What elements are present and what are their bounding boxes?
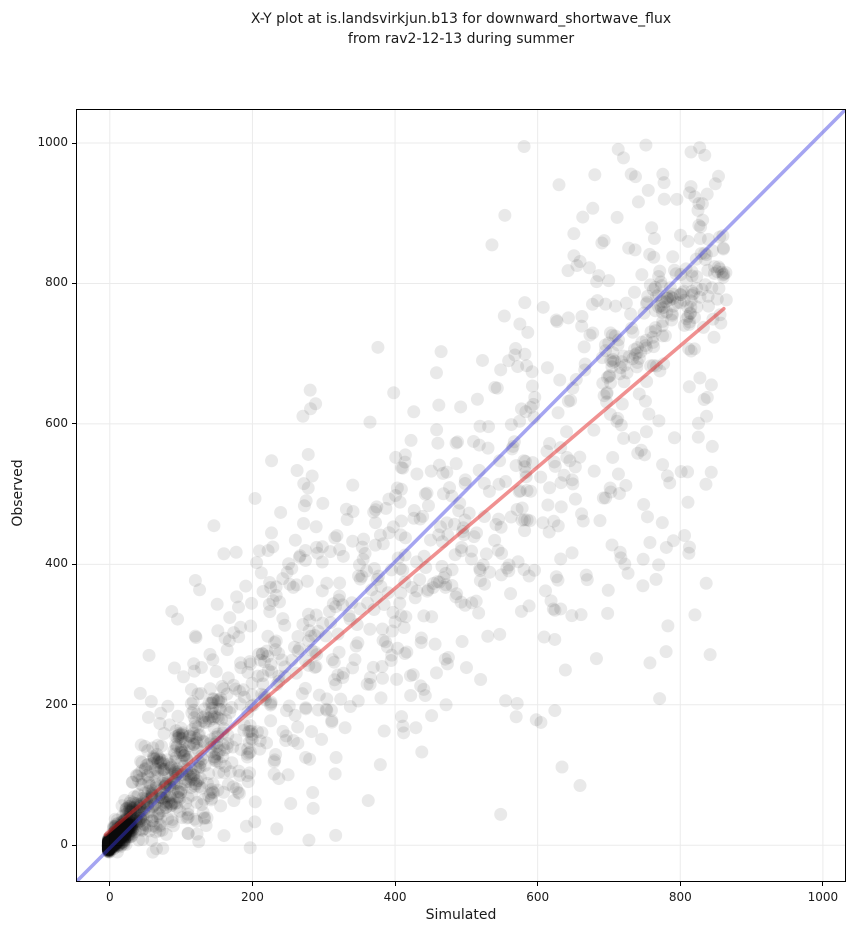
y-tick-mark bbox=[72, 844, 76, 846]
x-tick-mark bbox=[822, 882, 824, 886]
y-axis-label: Observed bbox=[10, 459, 26, 527]
x-tick-label: 600 bbox=[526, 890, 550, 904]
x-tick-label: 1000 bbox=[807, 890, 839, 904]
y-tick-label: 1000 bbox=[37, 135, 68, 149]
x-tick-label: 400 bbox=[383, 890, 407, 904]
x-axis-label: Simulated bbox=[425, 907, 497, 923]
y-tick-label: 400 bbox=[45, 556, 68, 571]
y-tick-mark bbox=[72, 282, 76, 284]
x-tick-label: 0 bbox=[105, 890, 114, 904]
y-tick-mark bbox=[72, 704, 76, 706]
y-tick-mark bbox=[72, 142, 76, 144]
chart-title: X-Y plot at is.landsvirkjun.b13 for down… bbox=[250, 11, 672, 47]
y-tick-label: 0 bbox=[60, 837, 68, 852]
y-tick-label: 800 bbox=[45, 275, 68, 290]
scatter-canvas bbox=[77, 110, 845, 881]
x-tick-mark bbox=[251, 882, 253, 886]
y-tick-label: 600 bbox=[45, 415, 68, 430]
y-tick-mark bbox=[72, 423, 76, 425]
plot-area bbox=[76, 109, 846, 882]
x-tick-label: 200 bbox=[240, 890, 264, 904]
y-tick-label: 200 bbox=[45, 696, 68, 711]
x-tick-label: 800 bbox=[668, 890, 692, 904]
y-tick-mark bbox=[72, 563, 76, 565]
x-tick-mark bbox=[109, 882, 111, 886]
x-tick-mark bbox=[537, 882, 539, 886]
x-tick-mark bbox=[679, 882, 681, 886]
x-tick-mark bbox=[394, 882, 396, 886]
